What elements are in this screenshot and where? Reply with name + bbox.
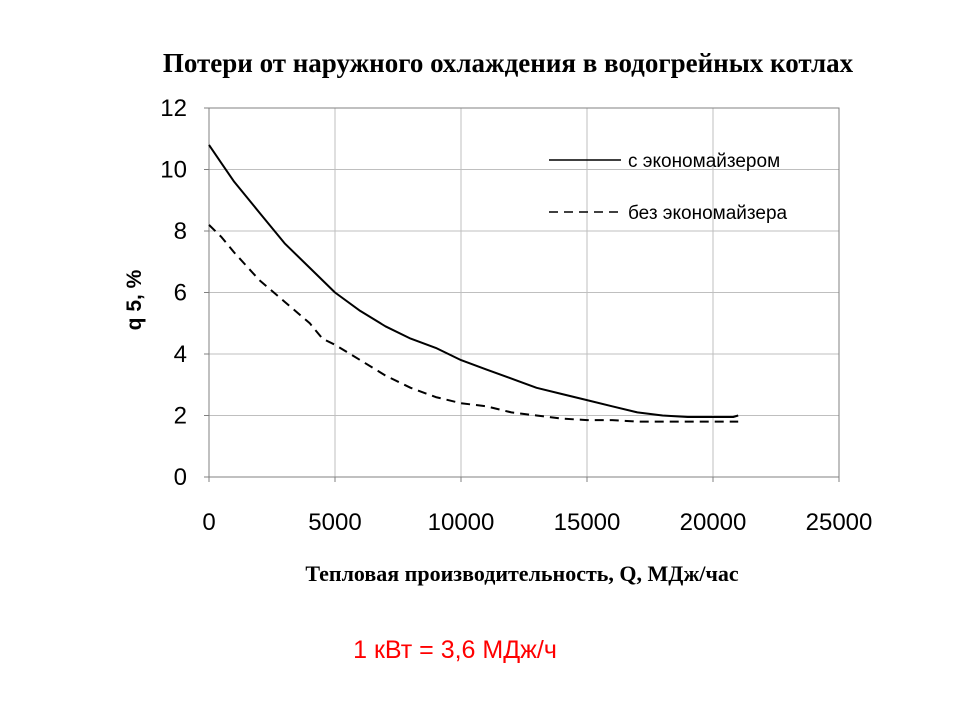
y-tick-label: 6 — [174, 280, 187, 307]
chart-title: Потери от наружного охлаждения в водогре… — [163, 48, 854, 78]
conversion-note: 1 кВт = 3,6 МДж/ч — [0, 636, 910, 665]
legend-label-2: без экономайзера — [628, 203, 788, 224]
x-tick-label: 5000 — [308, 509, 361, 536]
legend-label-1: с экономайзером — [628, 151, 780, 172]
y-tick-label: 0 — [174, 464, 187, 491]
y-tick-label: 2 — [174, 403, 187, 430]
series-line-2 — [209, 225, 738, 422]
x-tick-label: 15000 — [554, 509, 621, 536]
y-tick-label: 10 — [160, 157, 187, 184]
y-axis-label: q 5, % — [123, 269, 146, 330]
x-tick-label: 0 — [202, 509, 215, 536]
series-lines — [209, 145, 738, 422]
legend: с экономайзером без экономайзера — [549, 151, 788, 224]
x-tick-label: 10000 — [428, 509, 495, 536]
x-tick-label: 25000 — [806, 509, 873, 536]
y-tick-label: 8 — [174, 218, 187, 245]
series-line-1 — [209, 145, 738, 417]
x-tick-label: 20000 — [680, 509, 747, 536]
y-tick-label: 12 — [160, 95, 187, 122]
x-axis-label: Тепловая производительность, Q, МДж/час — [305, 561, 739, 586]
y-tick-label: 4 — [174, 341, 187, 368]
